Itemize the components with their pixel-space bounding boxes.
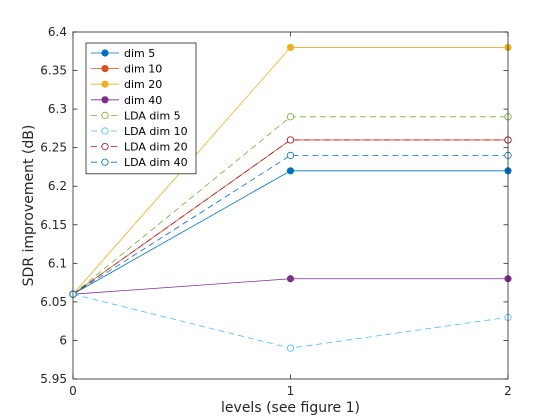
x-tick-label: 2 bbox=[504, 384, 512, 398]
legend: dim 5 dim 10 dim 20 dim 40 LDA dim 5 LDA dim … bbox=[85, 42, 197, 175]
data-point bbox=[286, 136, 295, 144]
legend-item: LDA dim 10 bbox=[91, 125, 188, 138]
legend-marker bbox=[101, 127, 109, 135]
legend-marker bbox=[101, 65, 109, 73]
series-line bbox=[72, 139, 508, 295]
data-point bbox=[286, 275, 295, 283]
legend-label: dim 20 bbox=[124, 78, 162, 91]
y-tick-label: 6.2 bbox=[48, 179, 67, 193]
y-tick-label: 6.25 bbox=[40, 141, 67, 155]
y-tick-label: 5.95 bbox=[40, 372, 67, 386]
y-tick-label: 6.1 bbox=[48, 256, 67, 270]
data-point bbox=[286, 43, 295, 52]
data-point bbox=[286, 113, 295, 121]
legend-label: dim 40 bbox=[124, 94, 162, 107]
ticks-layer: 0 1 2 5.95 6 6.05 6.1 6.15 6.2 6.25 6.3 6.35 6.4 bbox=[40, 25, 512, 398]
y-tick-label: 6.15 bbox=[40, 218, 67, 232]
legend-marker bbox=[101, 158, 109, 166]
x-axis-label: levels (see figure 1) bbox=[221, 400, 360, 416]
legend-label: LDA dim 10 bbox=[124, 125, 188, 138]
legend-item: LDA dim 5 bbox=[91, 109, 181, 122]
x-tick-label: 0 bbox=[69, 384, 77, 398]
legend-marker bbox=[101, 49, 109, 57]
series-line bbox=[72, 154, 508, 295]
y-tick-label: 6.35 bbox=[40, 64, 67, 78]
legend-item: LDA dim 20 bbox=[91, 141, 188, 154]
legend-item: LDA dim 40 bbox=[91, 156, 188, 169]
data-point bbox=[286, 344, 295, 352]
legend-marker bbox=[101, 96, 109, 104]
x-tick-label: 1 bbox=[287, 384, 295, 398]
legend-label: LDA dim 20 bbox=[124, 141, 188, 154]
legend-item: dim 5 bbox=[91, 47, 155, 60]
y-tick-label: 6 bbox=[59, 333, 67, 347]
data-point bbox=[286, 167, 295, 175]
data-point bbox=[286, 151, 295, 159]
legend-marker bbox=[101, 143, 109, 151]
legend-label: LDA dim 5 bbox=[124, 109, 181, 122]
legend-marker bbox=[101, 111, 109, 120]
legend-label: dim 10 bbox=[124, 63, 162, 76]
legend-item: dim 40 bbox=[91, 94, 162, 107]
legend-box bbox=[85, 42, 197, 175]
y-tick-label: 6.4 bbox=[48, 25, 67, 39]
legend-item: dim 20 bbox=[91, 78, 162, 91]
y-axis-label: SDR improvement (dB) bbox=[21, 125, 37, 287]
legend-item: dim 10 bbox=[91, 63, 162, 76]
legend-label: LDA dim 40 bbox=[124, 156, 188, 169]
series-layer bbox=[69, 43, 512, 352]
legend-marker bbox=[101, 80, 109, 88]
y-tick-label: 6.05 bbox=[40, 295, 67, 309]
legend-label: dim 5 bbox=[124, 47, 155, 60]
y-tick-label: 6.3 bbox=[48, 102, 67, 116]
